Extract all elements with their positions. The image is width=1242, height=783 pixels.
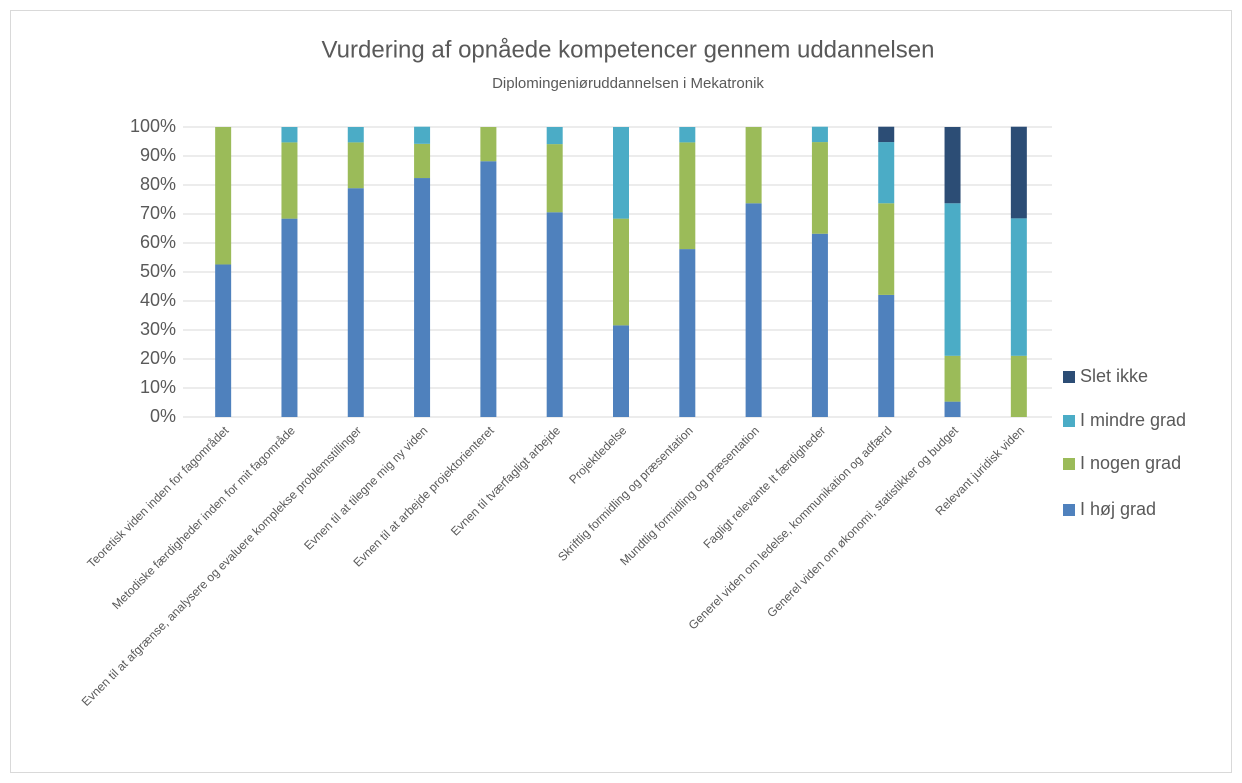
- bar-segment: [944, 355, 961, 402]
- y-tick-label: 10%: [140, 377, 176, 397]
- bar-segment: [878, 294, 895, 417]
- legend-label: I mindre grad: [1080, 410, 1186, 430]
- bar-segment: [745, 203, 762, 417]
- bar-segment: [546, 127, 563, 145]
- bar-segment: [347, 188, 364, 417]
- bar-segment: [281, 218, 298, 417]
- chart-subtitle: Diplomingeniøruddannelsen i Mekatronik: [492, 75, 764, 92]
- bar-segment: [944, 203, 961, 356]
- legend-label: I nogen grad: [1080, 453, 1181, 473]
- legend-swatch: [1063, 504, 1075, 516]
- y-tick-label: 0%: [150, 406, 176, 426]
- y-tick-label: 20%: [140, 348, 176, 368]
- bar-segment: [613, 127, 629, 219]
- bar-segment: [679, 142, 696, 250]
- bar-segment: [414, 143, 431, 179]
- bar-segment: [281, 142, 298, 219]
- bar-segment: [480, 161, 497, 417]
- bar-segment: [878, 126, 895, 143]
- bar-segment: [679, 249, 696, 417]
- bar-segment: [878, 203, 895, 295]
- chart-title: Vurdering af opnåede kompetencer gennem …: [322, 36, 935, 63]
- bar-segment: [215, 264, 232, 417]
- y-tick-label: 60%: [140, 232, 176, 252]
- y-tick-label: 50%: [140, 261, 176, 281]
- legend-swatch: [1063, 458, 1075, 470]
- bar-segment: [944, 127, 961, 204]
- y-tick-label: 100%: [130, 116, 176, 136]
- y-tick-label: 90%: [140, 145, 176, 165]
- y-tick-label: 40%: [140, 290, 176, 310]
- bar-segment: [1010, 218, 1027, 356]
- bar-segment: [811, 126, 828, 143]
- bar-segment: [546, 144, 563, 213]
- bar-segment: [480, 127, 497, 162]
- bar-segment: [414, 178, 431, 417]
- y-tick-label: 80%: [140, 174, 176, 194]
- bar-segment: [944, 401, 961, 417]
- y-tick-label: 30%: [140, 319, 176, 339]
- bar-segment: [811, 142, 828, 234]
- bar-segment: [1010, 355, 1027, 417]
- bar-segment: [215, 127, 232, 265]
- bar-segment: [1010, 126, 1027, 219]
- bar-segment: [811, 233, 828, 417]
- bar-segment: [546, 212, 563, 417]
- y-tick-label: 70%: [140, 203, 176, 223]
- bar-segment: [679, 127, 696, 143]
- bar-segment: [414, 126, 431, 144]
- legend-swatch: [1063, 371, 1075, 383]
- bar-segment: [878, 142, 895, 204]
- bar-segment: [745, 127, 762, 204]
- bar-segment: [347, 142, 364, 189]
- bar-segment: [613, 218, 629, 326]
- legend-label: I høj grad: [1080, 499, 1156, 519]
- bar-segment: [347, 127, 364, 143]
- legend-swatch: [1063, 415, 1075, 427]
- bar-segment: [613, 325, 629, 417]
- legend-label: Slet ikke: [1080, 366, 1148, 386]
- bar-segment: [281, 127, 298, 143]
